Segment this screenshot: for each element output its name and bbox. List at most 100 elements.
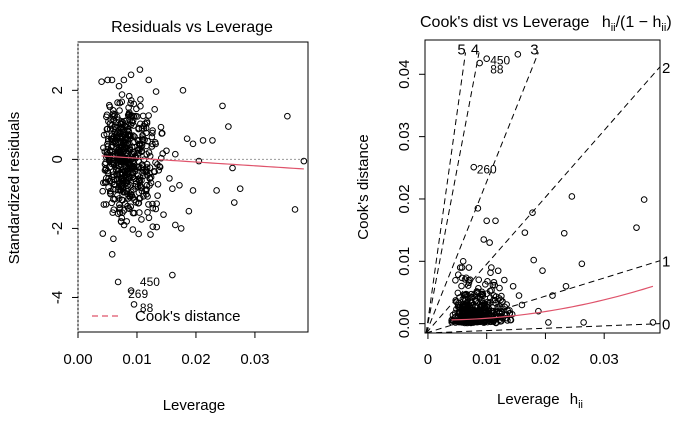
contour-label: 5	[457, 41, 465, 58]
data-point	[119, 124, 127, 132]
data-point	[107, 190, 114, 198]
data-point	[148, 133, 156, 141]
data-point	[183, 135, 191, 142]
data-point	[459, 295, 467, 303]
smooth-line	[451, 285, 654, 321]
data-point	[466, 276, 474, 283]
data-point	[149, 223, 157, 230]
x-tick-label: 0.02	[531, 351, 560, 368]
data-point	[471, 307, 478, 314]
data-point	[118, 174, 126, 182]
data-point	[486, 287, 494, 295]
data-point	[219, 102, 226, 110]
data-point	[236, 185, 244, 193]
point-label: 450	[490, 54, 510, 68]
data-point	[230, 199, 238, 206]
data-point	[134, 146, 142, 154]
data-point	[116, 201, 123, 209]
data-point	[121, 136, 129, 143]
data-point	[454, 271, 462, 279]
data-point	[456, 318, 463, 326]
right-title-mid: /(1 − h	[616, 14, 662, 31]
contour-label: 4	[471, 41, 479, 58]
data-point	[494, 267, 502, 275]
data-point	[179, 87, 187, 94]
cooks-contour-line	[425, 66, 661, 334]
data-point	[99, 187, 106, 195]
data-point	[145, 76, 153, 84]
data-point	[117, 218, 125, 226]
data-point	[549, 292, 556, 299]
data-point	[501, 276, 508, 284]
data-point	[486, 239, 493, 246]
data-point	[156, 163, 163, 170]
data-point	[482, 281, 489, 288]
data-point	[189, 140, 197, 148]
data-point	[545, 319, 552, 326]
data-point	[140, 193, 147, 200]
data-point	[504, 307, 512, 315]
data-point	[498, 305, 505, 313]
data-point	[213, 187, 220, 194]
data-point	[120, 76, 128, 84]
data-point	[490, 278, 498, 286]
y-tick-label: 0.02	[396, 184, 413, 213]
x-tick-label: 0.03	[240, 351, 269, 368]
data-point	[484, 298, 491, 306]
cooks-contour-line	[426, 323, 661, 334]
contour-label: 2	[662, 60, 670, 77]
data-point	[129, 226, 137, 233]
data-point	[155, 166, 163, 174]
data-point	[185, 207, 193, 215]
legend-label: Cook's distance	[135, 308, 240, 325]
data-point	[143, 142, 150, 150]
data-point	[123, 144, 130, 152]
data-point	[103, 111, 111, 119]
left-xlabel: Leverage	[163, 397, 226, 414]
data-point	[143, 151, 150, 158]
data-point	[134, 183, 142, 190]
data-point	[127, 287, 135, 294]
data-point	[118, 91, 126, 98]
data-point	[120, 126, 128, 133]
data-point	[455, 308, 463, 315]
data-point	[110, 185, 117, 193]
data-point	[177, 225, 185, 232]
data-point	[138, 216, 145, 223]
data-point	[147, 173, 155, 181]
data-point	[135, 230, 142, 238]
data-point	[472, 310, 480, 318]
data-point	[123, 149, 130, 156]
data-point	[111, 195, 119, 203]
data-point	[460, 291, 468, 299]
data-point	[503, 314, 511, 322]
data-point	[121, 188, 128, 196]
data-point	[535, 307, 542, 315]
right-xlabel-h: h	[570, 391, 578, 408]
data-point	[467, 305, 474, 313]
data-point	[110, 235, 117, 243]
data-point	[154, 192, 161, 199]
data-point	[166, 175, 173, 182]
data-point	[115, 82, 123, 90]
data-point	[122, 134, 130, 142]
data-point	[475, 276, 483, 284]
data-point	[199, 137, 207, 144]
data-point	[140, 122, 148, 130]
data-point	[153, 223, 161, 231]
data-point	[529, 209, 536, 216]
data-point	[458, 282, 465, 290]
data-point	[497, 296, 504, 304]
data-point	[130, 301, 138, 308]
data-point	[115, 116, 122, 124]
cooks-contour-line	[425, 52, 467, 334]
data-point	[163, 147, 170, 155]
right-xlabel-text: Leverage	[497, 391, 560, 408]
data-point	[459, 303, 467, 311]
data-point	[116, 209, 124, 216]
smooth-line	[101, 155, 304, 170]
data-point	[151, 106, 158, 113]
residuals-vs-leverage-panel: Residuals vs Leverage 0.00 0.01 0.02 0.03 2…	[6, 19, 309, 414]
data-point	[486, 299, 494, 306]
